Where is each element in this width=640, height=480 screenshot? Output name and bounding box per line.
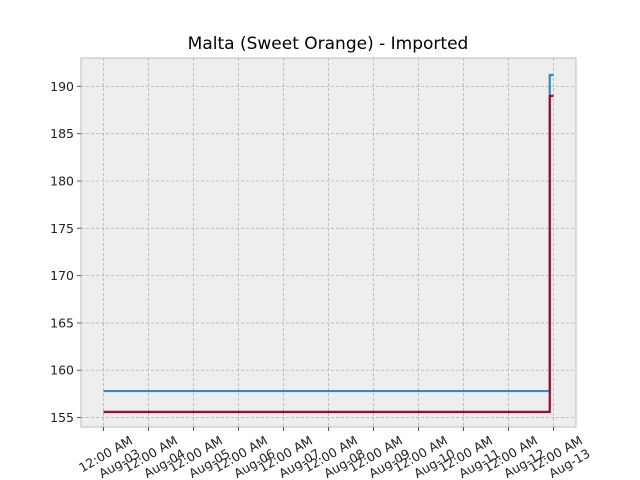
y-tick-label: 175 xyxy=(50,221,74,236)
chart-title: Malta (Sweet Orange) - Imported xyxy=(188,34,469,54)
y-axis: 155 160 165 170 175 180 185 190 xyxy=(50,79,81,425)
series-group xyxy=(103,73,554,413)
y-tick-label: 165 xyxy=(50,315,74,330)
series-line-2 xyxy=(103,94,554,413)
y-tick-label: 170 xyxy=(50,268,74,283)
y-tick-label: 190 xyxy=(50,79,74,94)
y-tick-label: 180 xyxy=(50,174,74,189)
y-tick-label: 185 xyxy=(50,126,74,141)
grid xyxy=(81,58,576,427)
y-tick-label: 160 xyxy=(50,363,74,378)
y-tick-label: 155 xyxy=(50,410,74,425)
